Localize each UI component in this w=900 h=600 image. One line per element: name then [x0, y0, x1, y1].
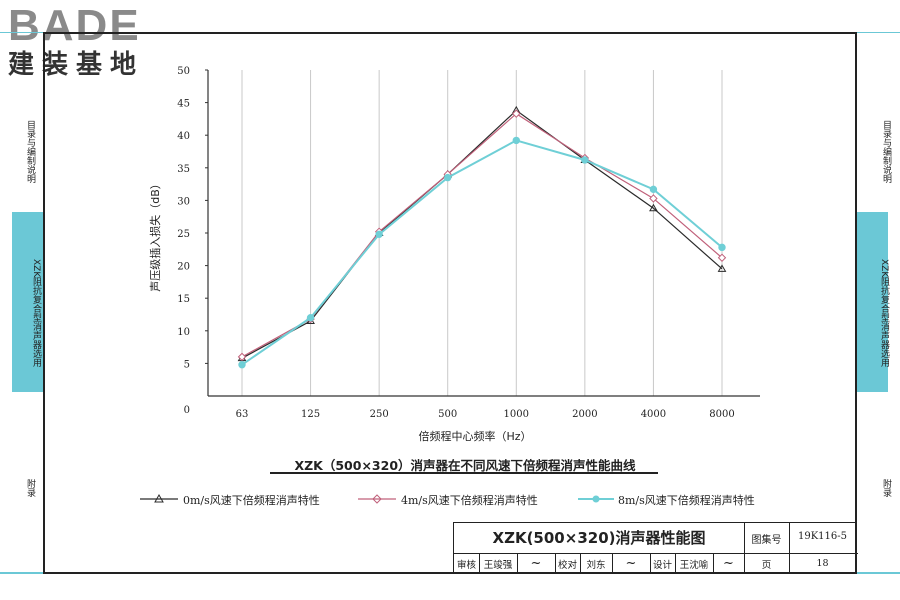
y-tick-label-25: 25 — [177, 229, 190, 240]
title-block-divider — [454, 553, 858, 554]
data-point-s2-2000 — [581, 156, 589, 164]
data-point-s1-63 — [237, 352, 247, 362]
data-point-s2-125 — [306, 314, 315, 322]
designer-signature: ~ — [713, 554, 745, 573]
check-label: 校对 — [555, 554, 581, 573]
data-point-s2-250 — [375, 230, 383, 239]
right-tab-active-band — [857, 212, 888, 392]
y-axis-label: 声压级插入损失（dB） — [148, 178, 162, 292]
legend-marker-0ms — [154, 493, 164, 503]
x-axis-label: 倍频程中心频率（Hz） — [418, 429, 531, 443]
legend-marker-4ms — [372, 494, 382, 504]
y-tick-label-5: 5 — [184, 359, 190, 370]
title-sep-2 — [789, 523, 790, 553]
x-tick-label-2000: 2000 — [572, 409, 597, 420]
drawing-title: XZK(500×320)消声器性能图 — [492, 529, 706, 547]
y-tick-label-15: 15 — [177, 294, 190, 305]
chart-axes — [207, 70, 760, 397]
atlas-label: 图集号 — [751, 535, 782, 546]
legend-label-8ms: 8m/s风速下倍频程消声特性 — [618, 494, 755, 507]
atlas-number: 19K116-5 — [797, 531, 848, 542]
title-sep-1 — [744, 523, 745, 553]
legend-markers — [140, 493, 614, 504]
data-point-s1-4000 — [649, 194, 658, 203]
y-tick-label-35: 35 — [177, 164, 190, 175]
y-tick-label-30: 30 — [177, 196, 190, 207]
right-margin-rule — [857, 32, 900, 33]
y-tick-label-20: 20 — [177, 262, 190, 273]
left-bottom-rule — [0, 572, 43, 574]
drawing-frame — [43, 32, 857, 574]
review-label: 审核 — [454, 554, 480, 573]
right-tab-xzk[interactable]: XZK阻抗复合型消声器选用 — [879, 258, 889, 368]
data-point-s2-500 — [444, 173, 452, 182]
chart-grid — [241, 70, 723, 396]
right-bottom-rule — [857, 572, 900, 574]
reviewer-name: 王竣强 — [479, 554, 518, 573]
y-tick-label-50: 50 — [177, 66, 190, 77]
left-tab-xzk[interactable]: XZK阻抗复合型消声器选用 — [31, 258, 41, 368]
x-tick-label-8000: 8000 — [709, 409, 734, 420]
page-number: 18 — [816, 558, 829, 569]
x-tick-label-4000: 4000 — [641, 409, 666, 420]
signature-row: 审核 王竣强 ~ 校对 刘东 ~ 设计 王沈喻 ~ 页 18 — [454, 554, 856, 573]
x-tick-label-125: 125 — [301, 409, 320, 420]
data-point-s2-1000 — [512, 136, 520, 145]
chart-y-ticks: 0 5 10 15 20 25 30 35 40 45 50 — [177, 66, 208, 416]
x-tick-label-250: 250 — [370, 409, 389, 420]
left-margin-rule — [0, 32, 43, 33]
data-point-s1-1000 — [512, 109, 521, 118]
x-tick-label-63: 63 — [236, 409, 249, 420]
right-tab-appendix[interactable]: 附录 — [881, 479, 891, 497]
series-line-0 — [241, 109, 723, 359]
data-point-s2-4000 — [649, 185, 658, 194]
y-tick-label-45: 45 — [177, 99, 190, 110]
y-tick-label-0: 0 — [184, 405, 190, 416]
checker-name: 刘东 — [580, 554, 613, 573]
chart-series — [237, 105, 727, 369]
page-label: 页 — [744, 554, 790, 573]
design-label: 设计 — [650, 554, 676, 573]
series-line-2 — [241, 139, 723, 366]
x-tick-label-1000: 1000 — [504, 409, 529, 420]
left-tab-active-band — [12, 212, 43, 392]
checker-signature: ~ — [612, 554, 651, 573]
left-tab-contents[interactable]: 目录与编制说明 — [25, 119, 35, 183]
legend-marker-8ms — [592, 495, 600, 503]
caption-underline — [270, 472, 658, 474]
legend-label-0ms: 0m/s风速下倍频程消声特性 — [183, 494, 320, 507]
reviewer-signature: ~ — [517, 554, 556, 573]
data-point-s0-8000 — [717, 264, 727, 272]
data-point-s1-8000 — [717, 253, 727, 262]
y-tick-label-40: 40 — [177, 131, 190, 142]
x-tick-label-500: 500 — [438, 409, 457, 420]
chart-x-ticks: 63 125 250 500 1000 2000 4000 8000 — [236, 409, 735, 420]
bade-logo: BADE — [8, 1, 141, 50]
data-point-s2-8000 — [718, 243, 726, 252]
data-point-s2-63 — [238, 361, 246, 369]
series-line-1 — [241, 112, 723, 358]
left-tab-appendix[interactable]: 附录 — [25, 479, 35, 497]
designer-name: 王沈喻 — [675, 554, 714, 573]
y-tick-label-10: 10 — [177, 327, 190, 338]
data-point-s0-4000 — [649, 203, 658, 212]
chart-caption: XZK（500×320）消声器在不同风速下倍频程消声性能曲线 — [294, 458, 636, 473]
logo-subtitle: 建装基地 — [8, 50, 145, 80]
title-block: XZK(500×320)消声器性能图 图集号 19K116-5 审核 王竣强 ~… — [453, 522, 858, 574]
legend-label-4ms: 4m/s风速下倍频程消声特性 — [401, 494, 538, 507]
right-tab-contents[interactable]: 目录与编制说明 — [881, 119, 891, 183]
